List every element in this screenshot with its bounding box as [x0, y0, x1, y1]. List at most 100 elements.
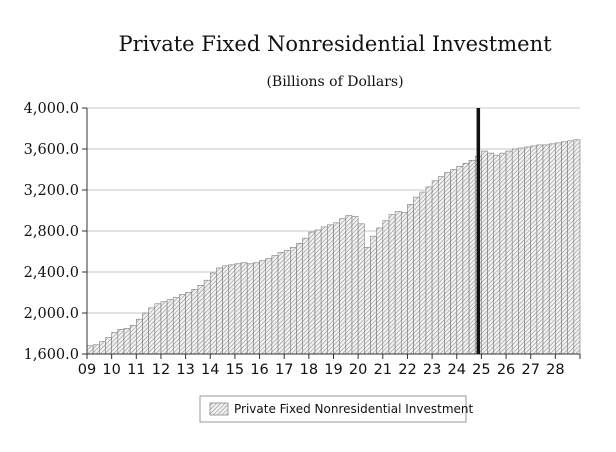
bar: [425, 186, 433, 355]
x-axis-ticks: 09 10 11 12 13 14 15 16 17 18 19 20 21 22 23 24 25 26 27 28: [78, 354, 581, 378]
bar: [499, 152, 507, 355]
bar: [542, 144, 550, 355]
x-tick-label: 24: [448, 362, 466, 378]
x-tick-label: 15: [226, 362, 244, 378]
bar: [468, 159, 476, 355]
bar: [376, 227, 384, 355]
x-tick-label: 12: [152, 362, 170, 378]
bar: [117, 329, 125, 355]
bar: [357, 223, 365, 355]
bar: [382, 220, 390, 355]
bar: [234, 263, 242, 355]
bar: [111, 332, 119, 355]
bar: [450, 169, 458, 355]
bar: [105, 337, 112, 355]
bar: [320, 226, 328, 355]
x-tick-label: 21: [374, 362, 392, 378]
bar: [388, 214, 396, 355]
bar: [308, 231, 316, 355]
x-tick-label: 19: [324, 362, 342, 378]
x-tick-label: 22: [398, 362, 416, 378]
x-tick-label: 25: [472, 362, 490, 378]
bar: [160, 301, 168, 355]
bar: [228, 264, 236, 355]
bar: [536, 144, 544, 355]
bar: [172, 297, 180, 355]
bar: [253, 262, 260, 355]
bar: [407, 204, 414, 355]
chart-title: Private Fixed Nonresidential Investment: [118, 32, 552, 56]
bar: [209, 272, 217, 355]
bar: [191, 289, 199, 355]
x-tick-label: 14: [201, 362, 219, 378]
bar: [400, 212, 408, 355]
x-tick-label: 18: [300, 362, 318, 378]
x-tick-label: 17: [275, 362, 293, 378]
x-tick-label: 11: [127, 362, 145, 378]
bar: [431, 180, 439, 355]
x-tick-label: 26: [497, 362, 515, 378]
bar: [265, 258, 273, 355]
x-tick-label: 16: [250, 362, 268, 378]
bar: [573, 139, 581, 355]
bar: [185, 292, 193, 355]
x-tick-label: 27: [521, 362, 539, 378]
bar: [203, 279, 211, 355]
y-tick-label: 1,600.0: [24, 347, 79, 363]
legend-box: [199, 395, 467, 423]
bar: [154, 303, 162, 355]
bar: [142, 312, 149, 355]
bar: [511, 148, 519, 355]
bar: [259, 260, 267, 355]
bar: [561, 141, 568, 355]
x-tick-label: 20: [349, 362, 367, 378]
bar: [413, 196, 421, 355]
bar: [283, 250, 291, 355]
bar: [136, 318, 143, 355]
bar: [277, 252, 285, 355]
bar: [302, 237, 310, 355]
bar: [493, 154, 501, 355]
bar: [271, 255, 279, 355]
bar: [555, 142, 562, 355]
bar: [179, 294, 186, 355]
bar: [166, 299, 174, 355]
x-tick-label: 13: [176, 362, 194, 378]
bar: [99, 341, 106, 355]
bar: [567, 140, 575, 355]
y-tick-label: 3,200.0: [24, 183, 79, 199]
bar: [216, 267, 223, 355]
bar: [394, 211, 402, 355]
bar: [524, 146, 531, 355]
y-tick-label: 4,000.0: [24, 101, 79, 117]
y-tick-label: 2,000.0: [24, 306, 79, 322]
bar: [327, 224, 334, 355]
bar: [505, 150, 513, 355]
legend-label: Private Fixed Nonresidential Investment: [234, 402, 474, 416]
bar: [290, 247, 297, 355]
bar: [481, 150, 488, 355]
bar: [197, 285, 205, 355]
chart-subtitle: (Billions of Dollars): [266, 74, 403, 90]
y-tick-label: 2,800.0: [24, 224, 79, 240]
y-axis-ticks: 1,600.0 2,000.0 2,400.0 2,800.0 3,200.0 3,600…: [24, 101, 87, 363]
x-tick-label: 23: [423, 362, 441, 378]
bar: [548, 143, 556, 355]
bar: [518, 147, 525, 355]
bar: [148, 307, 156, 355]
legend-swatch: [209, 402, 229, 416]
bars: [86, 139, 581, 355]
bar: [129, 324, 137, 355]
bar: [370, 235, 377, 355]
bar: [314, 229, 322, 355]
bar: [437, 176, 445, 355]
bar: [240, 262, 248, 355]
bar: [345, 215, 353, 355]
bar: [333, 222, 340, 355]
legend: Private Fixed Nonresidential Investment: [199, 395, 474, 423]
bar: [123, 328, 131, 355]
bar: [487, 152, 495, 355]
bar: [246, 263, 254, 355]
y-tick-label: 3,600.0: [24, 142, 79, 158]
bar: [222, 265, 230, 355]
